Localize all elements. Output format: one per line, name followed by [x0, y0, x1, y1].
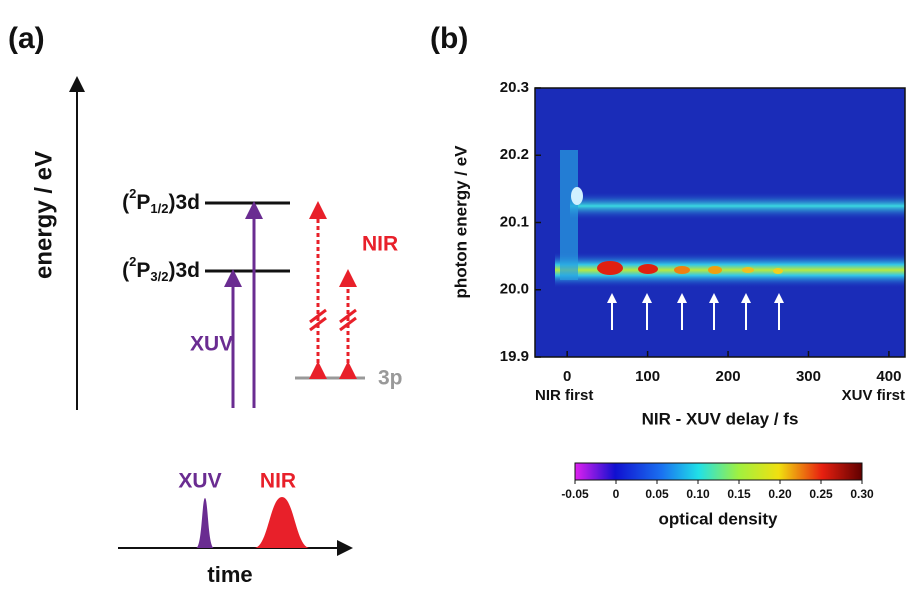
colorbar: [574, 462, 863, 481]
heatmap: [534, 87, 906, 358]
x-tick-label: 200: [716, 368, 741, 385]
x-tick-label: 0: [563, 368, 571, 385]
colorbar-tick-label: 0.25: [809, 487, 833, 501]
y-tick-label: 20.2: [500, 146, 529, 163]
colorbar-tick-label: 0.20: [768, 487, 792, 501]
pulse-label: NIR: [260, 470, 296, 493]
axis-label: photon energy / eV: [451, 145, 470, 299]
colorbar-tick-label: -0.05: [561, 487, 589, 501]
colorbar-label: optical density: [658, 509, 778, 528]
colorbar-tick-label: 0.30: [850, 487, 874, 501]
axis-label: time: [207, 562, 252, 585]
x-annotation: NIR first: [535, 387, 593, 404]
xuv-pulse: [196, 498, 214, 548]
colorbar-tick-label: 0.10: [686, 487, 710, 501]
pulse-label: XUV: [178, 470, 221, 493]
x-tick-label: 100: [635, 368, 660, 385]
xuv-label: XUV: [190, 333, 233, 356]
y-tick-label: 20.1: [500, 213, 529, 230]
colorbar-tick-label: 0.15: [727, 487, 751, 501]
break-marks: [309, 308, 357, 332]
axis-label: energy / eV: [30, 151, 57, 279]
y-tick-label: 20.3: [500, 79, 529, 96]
y-tick-label: 20.0: [500, 281, 529, 298]
panel-label: (a): [8, 22, 45, 55]
nir-pulse: [254, 497, 310, 548]
level-label: (2P1/2)3d: [122, 186, 200, 216]
level-label: (2P3/2)3d: [122, 254, 200, 284]
x-tick-label: 300: [796, 368, 821, 385]
level-label: 3p: [378, 367, 403, 390]
colorbar-tick-label: 0: [613, 487, 620, 501]
x-annotation: XUV first: [842, 387, 905, 404]
panel-label: (b): [430, 22, 468, 55]
colorbar-tick-label: 0.05: [645, 487, 669, 501]
y-tick-label: 19.9: [500, 348, 529, 365]
nir-label: NIR: [362, 233, 398, 256]
axis-label: NIR - XUV delay / fs: [642, 409, 799, 428]
x-tick-label: 400: [876, 368, 901, 385]
